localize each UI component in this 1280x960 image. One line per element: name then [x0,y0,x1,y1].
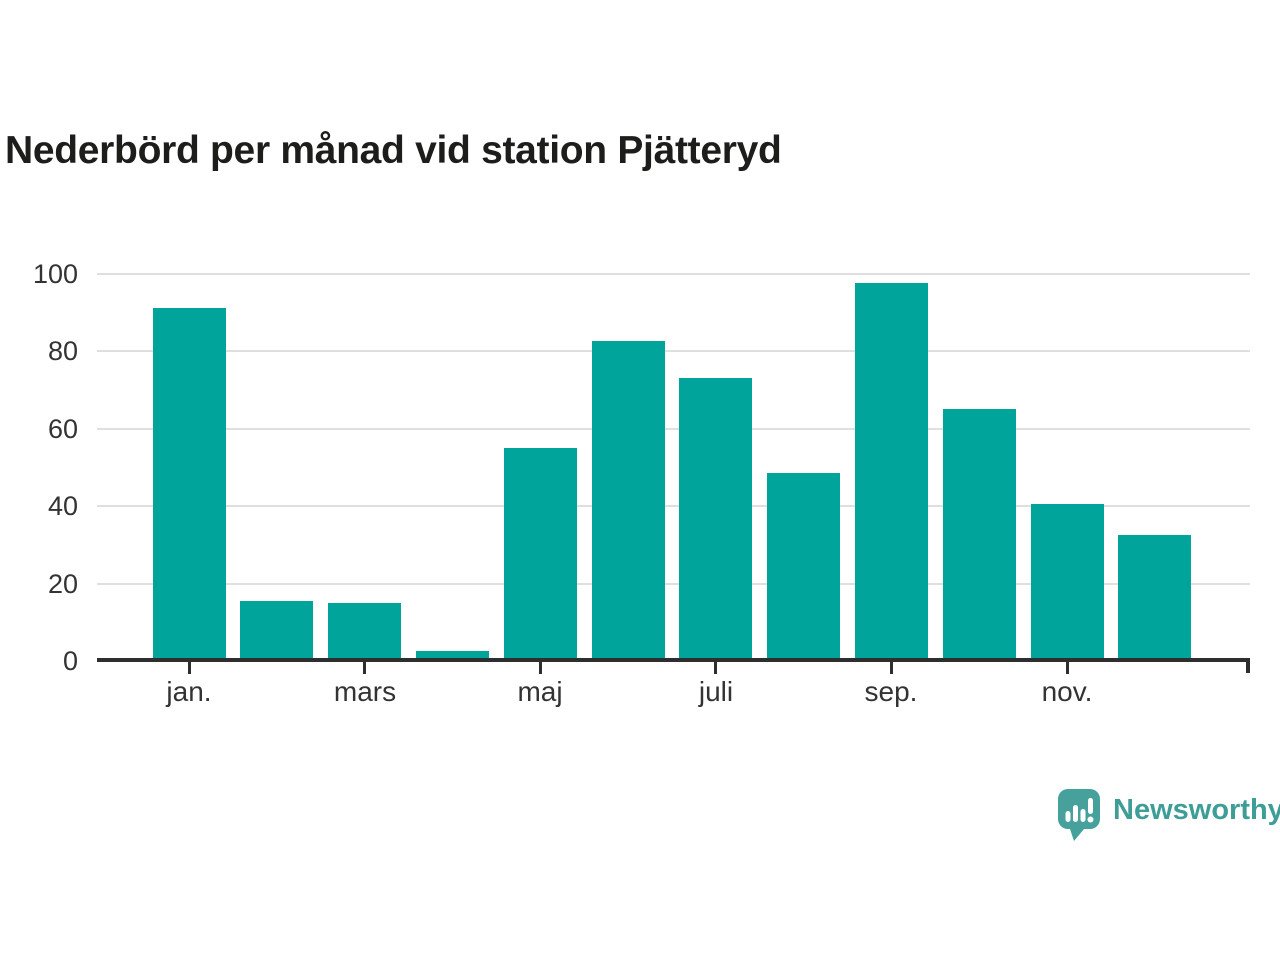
x-tick-label-sep: sep. [864,676,918,707]
bar-month-10 [943,409,1016,661]
x-tick-label-nov: nov. [1041,676,1093,707]
y-tick-label-60: 60 [47,413,78,444]
x-tick-mark-jan [188,662,191,674]
bar-month-9 [855,283,928,661]
bar-month-1 [153,308,226,661]
bar-month-3 [328,603,401,661]
newsworthy-logo: Newsworthy [1056,788,1280,841]
y-tick-label-80: 80 [47,336,78,366]
x-tick-mark-mars [363,662,366,674]
x-tick-label-jan: jan. [166,676,212,707]
x-tick-label-juli: juli [698,676,734,707]
x-tick-label-mars: mars [333,676,397,707]
x-tick-mark-juli [714,662,717,674]
y-tick-label-100: 100 [32,258,78,289]
bar-month-11 [1031,504,1104,661]
chart-title: Nederbörd per månad vid station Pjättery… [5,129,782,172]
y-gridline-60 [97,427,1250,430]
bar-month-8 [767,473,840,661]
y-gridline-20 [97,582,1250,585]
x-axis-end-tick [1246,658,1250,673]
logo-exclamation-bar [1088,798,1093,814]
newsworthy-bubble-chart-icon [1058,789,1100,841]
x-tick-mark-nov [1066,662,1069,674]
y-tick-label-0: 0 [62,646,78,676]
bar-month-5 [504,448,577,661]
x-tick-mark-sep [890,662,893,674]
y-tick-label-40: 40 [47,491,78,521]
y-gridline-80 [97,350,1250,352]
bar-month-7 [679,378,752,661]
y-gridline-40 [97,505,1250,507]
bar-month-2 [240,601,313,661]
bar-month-4 [416,651,489,661]
bar-month-6 [592,341,665,661]
y-tick-label-20: 20 [47,568,78,599]
logo-mini-bar-1 [1065,811,1071,822]
newsworthy-logo-text: Newsworthy [1113,794,1280,826]
logo-mini-bar-3 [1080,809,1086,822]
logo-exclamation-dot [1087,816,1094,823]
logo-mini-bar-2 [1073,805,1078,822]
x-tick-label-maj: maj [517,676,563,707]
bar-month-12 [1118,535,1191,661]
x-axis-line [97,658,1250,662]
y-gridline-100 [97,272,1250,275]
x-tick-mark-maj [539,662,542,674]
